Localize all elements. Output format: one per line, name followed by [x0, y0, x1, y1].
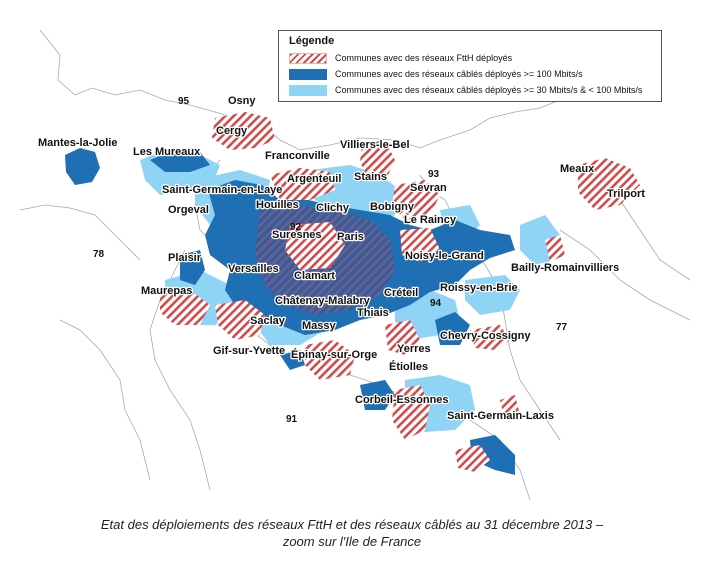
- place-labels: Osny Cergy Mantes-la-Jolie Les Mureaux F…: [37, 94, 647, 424]
- place-chevry-cossigny: Chevry-Cossigny: [440, 330, 531, 342]
- dept-94: 94: [430, 298, 442, 309]
- place-massy: Massy: [302, 320, 337, 332]
- place-saint-germain-en-laye: Saint-Germain-en-Laye: [162, 184, 282, 196]
- place-noisy-le-grand: Noisy-le-Grand: [405, 250, 484, 262]
- legend-label-ftth: Communes avec des réseaux FttH déployés: [335, 53, 513, 63]
- place-orgeval: Orgeval: [168, 204, 209, 216]
- caption-line-1: Etat des déploiements des réseaux FttH e…: [100, 517, 604, 532]
- place-plaisir: Plaisir: [168, 252, 202, 264]
- dept-93: 93: [428, 169, 440, 180]
- legend-item-high-cable: Communes avec des réseaux câblés déployé…: [289, 69, 659, 82]
- place-epinay-sur-orge: Épinay-sur-Orge: [291, 348, 377, 361]
- place-creteil: Créteil: [384, 287, 418, 299]
- ftth-areas: [160, 112, 640, 472]
- legend-item-ftth: Communes avec des réseaux FttH déployés: [289, 53, 659, 66]
- place-clamart: Clamart: [294, 270, 335, 282]
- place-cergy: Cergy: [216, 125, 248, 137]
- place-sevran: Sevran: [410, 182, 447, 194]
- legend-label-high-cable: Communes avec des réseaux câblés déployé…: [335, 69, 583, 79]
- place-gif-sur-yvette: Gif-sur-Yvette: [213, 345, 285, 357]
- caption: Etat des déploiements des réseaux FttH e…: [0, 516, 704, 550]
- legend-label-mid-cable: Communes avec des réseaux câblés déployé…: [335, 85, 643, 95]
- place-bailly-romainvilliers: Bailly-Romainvilliers: [511, 262, 619, 274]
- place-paris: Paris: [337, 231, 364, 243]
- dept-78: 78: [93, 249, 105, 260]
- place-saint-germain-laxis: Saint-Germain-Laxis: [447, 410, 554, 422]
- legend-swatch-ftth: [289, 53, 327, 64]
- place-thiais: Thiais: [357, 307, 389, 319]
- place-houilles: Houilles: [256, 199, 299, 211]
- place-chatenay-malabry: Châtenay-Malabry: [275, 295, 371, 307]
- dept-77: 77: [556, 322, 568, 333]
- dept-91: 91: [286, 414, 298, 425]
- legend-title: Légende: [289, 35, 335, 47]
- place-meaux: Meaux: [560, 163, 595, 175]
- place-bobigny: Bobigny: [370, 201, 415, 213]
- dept-95: 95: [178, 96, 190, 107]
- map: 95 93 92 94 78 77 91 Osny Cergy Mantes-l…: [19, 29, 691, 501]
- place-trilport: Trilport: [607, 188, 645, 200]
- place-versailles: Versailles: [228, 263, 279, 275]
- caption-line-2: zoom sur l'Ile de France: [282, 534, 422, 549]
- place-stains: Stains: [354, 171, 387, 183]
- place-roissy-en-brie: Roissy-en-Brie: [440, 282, 518, 294]
- place-maurepas: Maurepas: [141, 285, 192, 297]
- place-mantes-la-jolie: Mantes-la-Jolie: [38, 137, 117, 149]
- place-le-raincy: Le Raincy: [404, 214, 457, 226]
- place-argenteuil: Argenteuil: [287, 173, 341, 185]
- place-villiers-le-bel: Villiers-le-Bel: [340, 139, 410, 151]
- place-etiolles: Étiolles: [389, 360, 428, 373]
- dept-92: 92: [290, 222, 302, 233]
- place-saclay: Saclay: [250, 315, 286, 327]
- place-clichy: Clichy: [316, 202, 350, 214]
- place-yerres: Yerres: [397, 343, 431, 355]
- legend: Légende Communes avec des réseaux FttH d…: [278, 30, 662, 102]
- department-labels: 95 93 92 94 78 77 91: [93, 96, 568, 425]
- legend-swatch-high-cable: [289, 69, 327, 80]
- place-osny: Osny: [228, 95, 256, 107]
- place-corbeil-essonnes: Corbeil-Essonnes: [355, 394, 449, 406]
- place-franconville: Franconville: [265, 150, 330, 162]
- legend-swatch-mid-cable: [289, 85, 327, 96]
- place-les-mureaux: Les Mureaux: [133, 146, 201, 158]
- place-suresnes: Suresnes: [272, 229, 322, 241]
- legend-item-mid-cable: Communes avec des réseaux câblés déployé…: [289, 85, 659, 98]
